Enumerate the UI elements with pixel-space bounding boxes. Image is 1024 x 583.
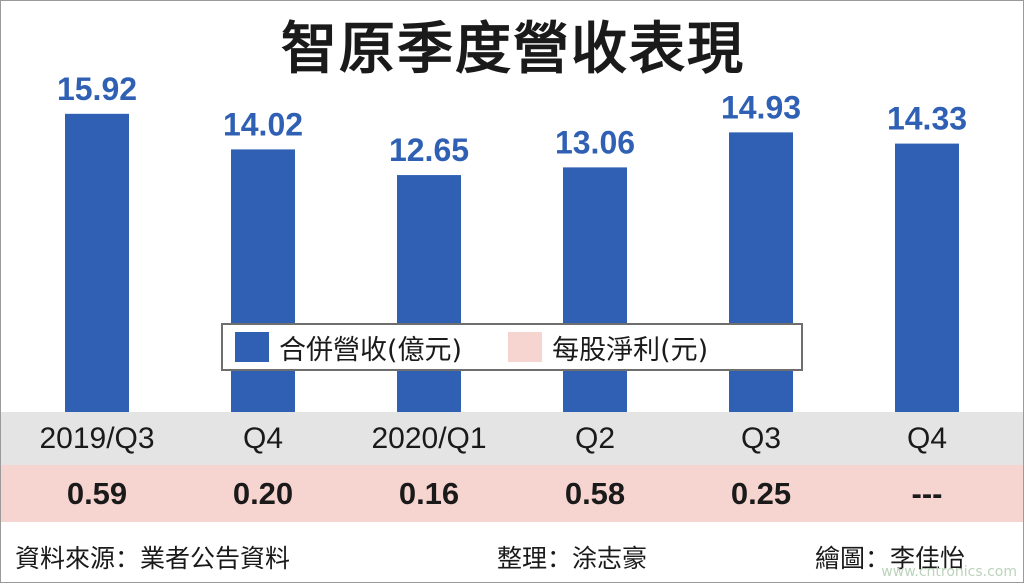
legend-swatch-revenue <box>235 332 269 362</box>
revenue-value-label: 14.02 <box>223 106 303 142</box>
revenue-value-label: 13.06 <box>555 124 635 160</box>
source-credit: 資料來源：業者公告資料 <box>15 544 291 573</box>
legend: 合併營收(億元) 每股淨利(元) <box>221 323 803 371</box>
watermark: www.cntronics.com <box>881 564 1017 580</box>
category-label: Q2 <box>574 422 616 455</box>
revenue-bar <box>563 167 627 412</box>
revenue-bar <box>65 113 129 412</box>
revenue-value-label: 14.33 <box>887 101 967 137</box>
eps-value: 0.59 <box>66 476 128 511</box>
revenue-value-label: 15.92 <box>57 71 137 107</box>
legend-item-eps: 每股淨利(元) <box>508 328 708 367</box>
category-label: 2020/Q1 <box>371 422 487 455</box>
eps-value: --- <box>911 476 943 511</box>
category-label: 2019/Q3 <box>39 422 155 455</box>
category-band <box>1 412 1023 465</box>
revenue-bar <box>397 175 461 412</box>
legend-swatch-eps <box>508 332 543 362</box>
eps-value: 0.58 <box>564 476 626 511</box>
eps-value: 0.20 <box>232 476 294 511</box>
eps-band <box>1 465 1023 522</box>
editor-credit: 整理：涂志豪 <box>497 544 648 573</box>
category-label: Q4 <box>906 422 948 455</box>
revenue-bar <box>895 143 959 412</box>
legend-item-revenue: 合併營收(億元) <box>235 328 462 367</box>
footer: 資料來源：業者公告資料 整理：涂志豪 繪圖：李佳怡 <box>1 522 1023 582</box>
legend-label-eps: 每股淨利(元) <box>552 334 709 366</box>
category-label: Q3 <box>740 422 782 455</box>
artist-credit: 繪圖：李佳怡 <box>815 544 966 573</box>
category-label: Q4 <box>242 422 284 455</box>
revenue-bar <box>231 149 295 412</box>
eps-value: 0.25 <box>730 476 792 511</box>
revenue-value-label: 14.93 <box>721 89 801 125</box>
chart-title: 智原季度營收表現 <box>281 17 745 82</box>
legend-label-revenue: 合併營收(億元) <box>279 334 463 366</box>
revenue-value-label: 12.65 <box>389 132 469 168</box>
eps-value: 0.16 <box>398 476 460 511</box>
